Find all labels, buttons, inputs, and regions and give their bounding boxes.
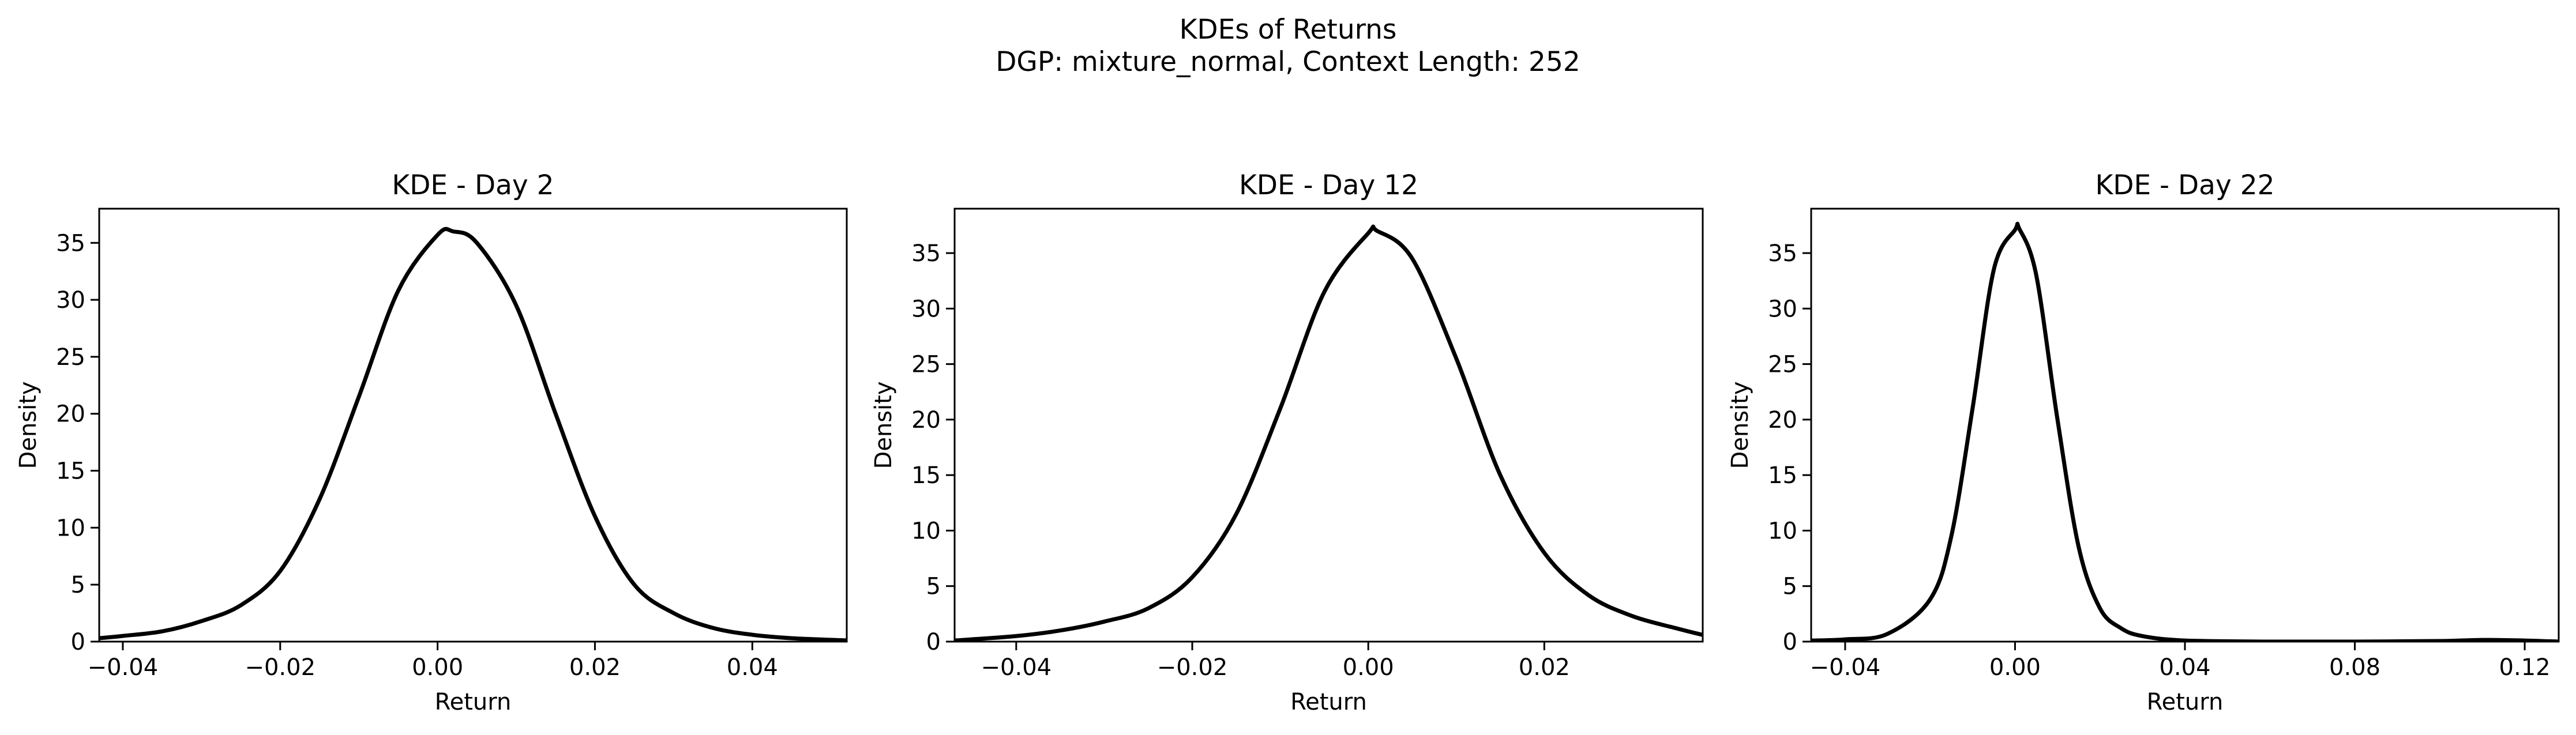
x-tick-label: −0.04: [1810, 654, 1881, 681]
y-tick-label: 10: [1768, 518, 1797, 544]
panel-title: KDE - Day 12: [1239, 169, 1418, 201]
y-tick-label: 15: [56, 458, 85, 485]
y-tick-label: 15: [911, 462, 941, 489]
y-tick-label: 25: [1768, 352, 1797, 378]
axes-frame: [1810, 208, 2560, 643]
x-tick-label: 0.02: [569, 654, 621, 681]
axes-frame: [953, 208, 1704, 643]
x-tick-label: 0.00: [412, 654, 463, 681]
x-axis-label: Return: [435, 689, 512, 715]
figure-title: KDEs of Returns: [1179, 14, 1397, 46]
x-tick-label: 0.00: [1989, 654, 2041, 681]
x-tick-label: 0.00: [1343, 654, 1394, 681]
y-tick-label: 15: [1768, 462, 1797, 489]
kde-line-1-1: [99, 227, 847, 642]
y-tick-label: 20: [911, 407, 941, 434]
y-tick-label: 35: [911, 240, 941, 267]
x-tick-label: 0.08: [2329, 654, 2380, 681]
x-axis-label: Return: [1290, 689, 1367, 715]
x-tick-label: −0.04: [88, 654, 159, 681]
x-tick-label: 0.12: [2499, 654, 2551, 681]
axes-frame: [98, 208, 848, 643]
y-tick-label: 30: [56, 287, 85, 314]
chart-panel-3: −0.04 0.00 0.04 0.08 0.12 0 5 10 15 20 25 30 35 KDE -…: [1727, 169, 2560, 715]
y-axis-label: Density: [1727, 381, 1753, 469]
kde-line-2-1: [955, 224, 1703, 642]
figure-subtitle: DGP: mixture_normal, Context Length: 252: [996, 46, 1580, 78]
y-tick-label: 20: [56, 401, 85, 428]
chart-panel-1: −0.04 −0.02 0.00 0.02 0.04 0 5 10 15 20 25 30 35 KDE …: [15, 169, 848, 715]
x-tick-label: 0.02: [1519, 654, 1570, 681]
kde-line-3-1: [1811, 221, 2559, 642]
y-tick-label: 0: [1783, 629, 1797, 655]
x-tick-label: −0.04: [981, 654, 1052, 681]
y-tick-label: 25: [56, 344, 85, 371]
y-tick-label: 0: [926, 629, 941, 655]
y-tick-label: 35: [56, 230, 85, 257]
panel-title: KDE - Day 22: [2095, 169, 2274, 201]
x-tick-label: 0.04: [727, 654, 778, 681]
x-tick-label: −0.02: [1157, 654, 1228, 681]
y-axis-label: Density: [870, 381, 897, 469]
y-tick-label: 0: [71, 629, 85, 655]
y-tick-label: 20: [1768, 407, 1797, 434]
y-tick-label: 10: [56, 515, 85, 541]
y-tick-label: 5: [926, 574, 941, 600]
x-axis-label: Return: [2147, 689, 2224, 715]
y-tick-label: 25: [911, 352, 941, 378]
y-axis-label: Density: [15, 381, 42, 469]
y-tick-label: 5: [1783, 574, 1797, 600]
y-tick-label: 30: [911, 296, 941, 322]
y-tick-label: 30: [1768, 296, 1797, 322]
y-tick-label: 5: [71, 572, 85, 598]
y-tick-label: 10: [911, 518, 941, 544]
y-tick-label: 35: [1768, 240, 1797, 267]
panel-title: KDE - Day 2: [392, 169, 554, 201]
x-tick-label: 0.04: [2159, 654, 2210, 681]
x-tick-label: −0.02: [245, 654, 316, 681]
chart-panel-2: −0.04 −0.02 0.00 0.02 0 5 10 15 20 25 30 35 KDE - Da…: [870, 169, 1704, 715]
